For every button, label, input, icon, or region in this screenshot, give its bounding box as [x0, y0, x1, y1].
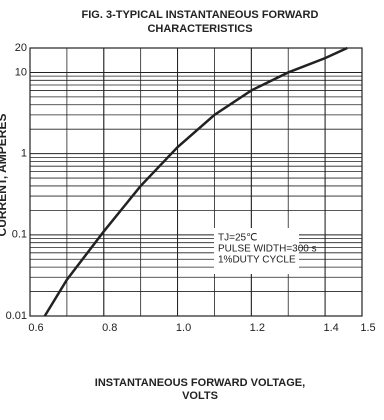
plot-frame	[29, 47, 363, 317]
x-tick-label: 1.5	[360, 322, 375, 334]
y-tick-label: 20	[15, 42, 27, 54]
annotation-box	[214, 228, 299, 274]
y-tick-label: 1	[21, 148, 27, 160]
x-tick-label: 1.2	[250, 322, 265, 334]
chart-title: CHARACTERISTICS	[147, 23, 252, 35]
x-axis-label: INSTANTANEOUS FORWARD VOLTAGE,	[95, 377, 305, 389]
y-tick-label: 10	[15, 66, 27, 78]
chart-title: FIG. 3-TYPICAL INSTANTANEOUS FORWARD	[82, 9, 319, 21]
line	[43, 46, 348, 317]
x-axis-label: VOLTS	[182, 390, 218, 402]
annotation: PULSE WIDTH=300 s	[218, 244, 317, 255]
y-axis-label: CURRENT, AMPERES	[0, 114, 9, 237]
x-tick-label: 1.4	[323, 322, 338, 334]
x-tick-label: 0.6	[28, 322, 43, 334]
annotation: 1%DUTY CYCLE	[218, 255, 296, 266]
annotation: TJ=25℃	[218, 233, 257, 244]
y-tick-label: 0.1	[12, 229, 27, 241]
x-tick-label: 1.0	[176, 322, 191, 334]
x-tick-label: 0.8	[102, 322, 117, 334]
y-tick-label: 0.01	[6, 310, 27, 322]
